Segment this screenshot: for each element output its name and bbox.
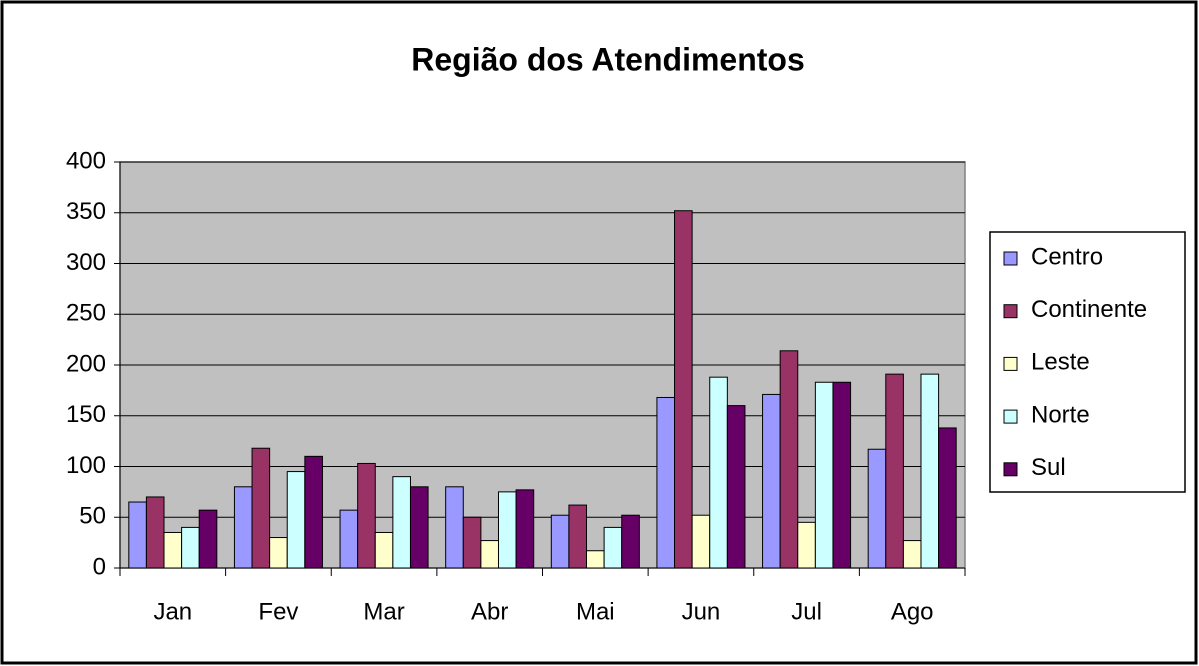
bar	[621, 514, 640, 569]
bar	[674, 210, 693, 569]
bar	[198, 509, 218, 569]
bar	[145, 496, 165, 569]
legend-box	[989, 231, 1186, 493]
bar	[409, 486, 429, 569]
x-tick-label: Jun	[682, 598, 721, 625]
bar	[374, 531, 394, 569]
bar	[656, 396, 676, 569]
bar	[726, 405, 746, 569]
bar	[762, 393, 781, 569]
bar	[462, 516, 482, 569]
bar	[867, 448, 887, 569]
bar	[920, 373, 940, 569]
bar	[515, 489, 535, 569]
bar	[885, 373, 904, 569]
bar	[480, 540, 499, 569]
bar	[251, 447, 271, 569]
x-tick-label: Jan	[153, 598, 192, 625]
x-tick-label: Ago	[891, 598, 934, 625]
bar	[357, 462, 376, 569]
bar	[832, 381, 852, 569]
y-tick-label: 400	[66, 147, 106, 174]
chart-title: Região dos Atendimentos	[411, 41, 805, 77]
bar	[691, 514, 711, 569]
x-tick-label: Mar	[363, 598, 404, 625]
bar	[550, 514, 570, 569]
bar	[445, 486, 464, 569]
bar	[586, 550, 605, 569]
bar	[163, 531, 183, 569]
y-tick-label: 250	[66, 300, 106, 327]
legend-label: Leste	[1031, 349, 1090, 376]
bar	[603, 526, 623, 569]
legend-swatch	[1003, 304, 1018, 319]
bar	[779, 350, 799, 569]
y-tick-label: 300	[66, 249, 106, 276]
legend-label: Centro	[1031, 243, 1103, 270]
x-tick-label: Fev	[258, 598, 298, 625]
bar	[339, 509, 359, 569]
y-tick-label: 50	[79, 503, 106, 530]
y-tick-label: 150	[66, 401, 106, 428]
bar	[709, 376, 728, 569]
x-tick-label: Abr	[471, 598, 508, 625]
legend-label: Sul	[1031, 454, 1066, 481]
bar	[497, 491, 517, 569]
bar	[128, 501, 147, 569]
bar	[181, 526, 200, 569]
legend-swatch	[1003, 251, 1018, 266]
bar	[902, 540, 922, 569]
x-tick-label: Jul	[791, 598, 822, 625]
bar	[304, 455, 323, 569]
bar	[938, 427, 957, 569]
y-tick-label: 0	[93, 553, 106, 580]
bar	[233, 486, 253, 569]
x-tick-label: Mai	[576, 598, 615, 625]
y-tick-label: 200	[66, 350, 106, 377]
legend-label: Continente	[1031, 296, 1147, 323]
legend-swatch	[1003, 462, 1018, 477]
bar	[392, 476, 411, 569]
bar	[568, 504, 588, 569]
legend-swatch	[1003, 409, 1018, 424]
bar	[814, 381, 834, 569]
legend-label: Norte	[1031, 401, 1090, 428]
y-tick-label: 350	[66, 198, 106, 225]
bar	[797, 521, 816, 569]
legend-swatch	[1003, 356, 1018, 371]
y-tick-label: 100	[66, 452, 106, 479]
bar	[269, 537, 288, 569]
bar	[286, 471, 306, 569]
